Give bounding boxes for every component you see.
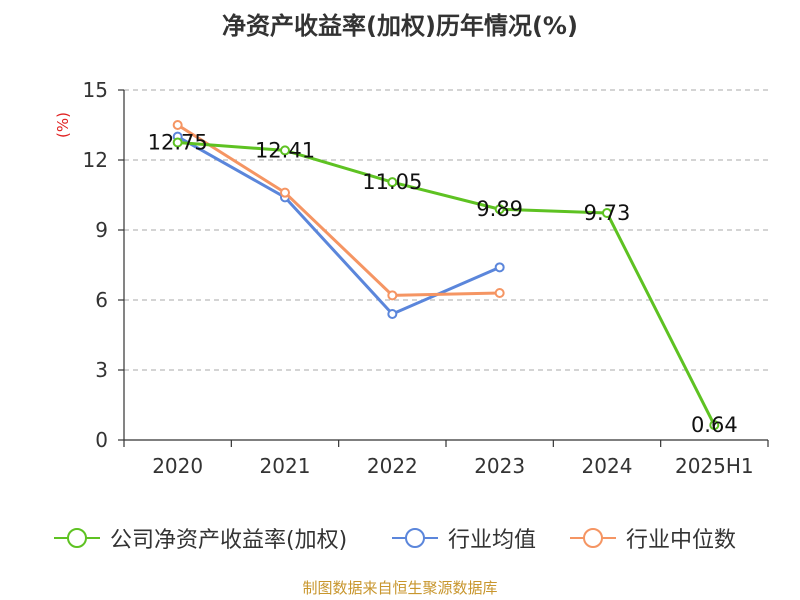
series-line [177, 141, 716, 426]
data-label: 9.89 [476, 197, 523, 221]
legend-marker-icon [54, 528, 100, 548]
legend-marker-icon [392, 528, 438, 548]
data-point[interactable] [494, 204, 505, 215]
y-tick-label: 9 [95, 218, 108, 242]
legend-marker-icon [570, 528, 616, 548]
legend-item-company-roe[interactable]: 公司净资产收益率(加权) [52, 518, 347, 558]
data-point[interactable] [494, 262, 505, 273]
x-tick-label: 2023 [474, 454, 525, 478]
data-point[interactable] [387, 290, 398, 301]
legend-label: 公司净资产收益率(加权) [110, 528, 348, 553]
data-label: 11.05 [362, 170, 422, 194]
data-point[interactable] [602, 207, 612, 218]
data-point[interactable] [172, 120, 183, 130]
legend: 公司净资产收益率(加权) 行业均值 行业中位数 [0, 518, 800, 558]
data-label: 12.75 [148, 131, 208, 155]
source-note: 制图数据来自恒生聚源数据库 [302, 579, 498, 597]
data-labels: 12.75 12.41 11.05 9.89 9.73 0.64 [148, 131, 738, 438]
y-tick-label: 12 [83, 148, 108, 172]
y-tick-label: 15 [83, 78, 108, 102]
data-point[interactable] [387, 177, 398, 188]
x-tick-label: 2025H1 [675, 454, 754, 478]
data-label: 9.73 [584, 201, 631, 225]
x-tick-label: 2021 [260, 454, 311, 478]
data-point[interactable] [280, 145, 290, 156]
data-point[interactable] [494, 288, 505, 298]
legend-label: 行业均值 [448, 528, 537, 553]
chart-title: 净资产收益率(加权)历年情况(%) [222, 12, 578, 40]
series-line [176, 123, 500, 297]
legend-label: 行业中位数 [626, 528, 737, 553]
x-tick-label: 2024 [582, 454, 633, 478]
x-tick-label: 2022 [367, 454, 418, 478]
x-tick-label: 2020 [152, 454, 203, 478]
y-tick-label: 6 [95, 288, 108, 312]
data-point[interactable] [172, 137, 183, 148]
y-tick-label: 3 [95, 358, 108, 382]
data-point[interactable] [280, 187, 290, 198]
series-lines [172, 120, 720, 431]
legend-item-industry-median[interactable]: 行业中位数 [568, 518, 736, 558]
data-label: 12.41 [255, 138, 315, 162]
legend-item-industry-mean[interactable]: 行业均值 [390, 518, 536, 558]
axes: 0 3 6 9 12 15 2020 2021 2022 2023 2024 2025H1 [83, 78, 769, 478]
data-point[interactable] [387, 309, 398, 319]
data-label: 0.64 [691, 413, 738, 437]
series-line [176, 135, 501, 316]
y-tick-label: 0 [95, 428, 108, 452]
data-point[interactable] [709, 420, 720, 431]
y-axis-label: (%) [54, 112, 72, 138]
grid-lines [124, 89, 768, 371]
